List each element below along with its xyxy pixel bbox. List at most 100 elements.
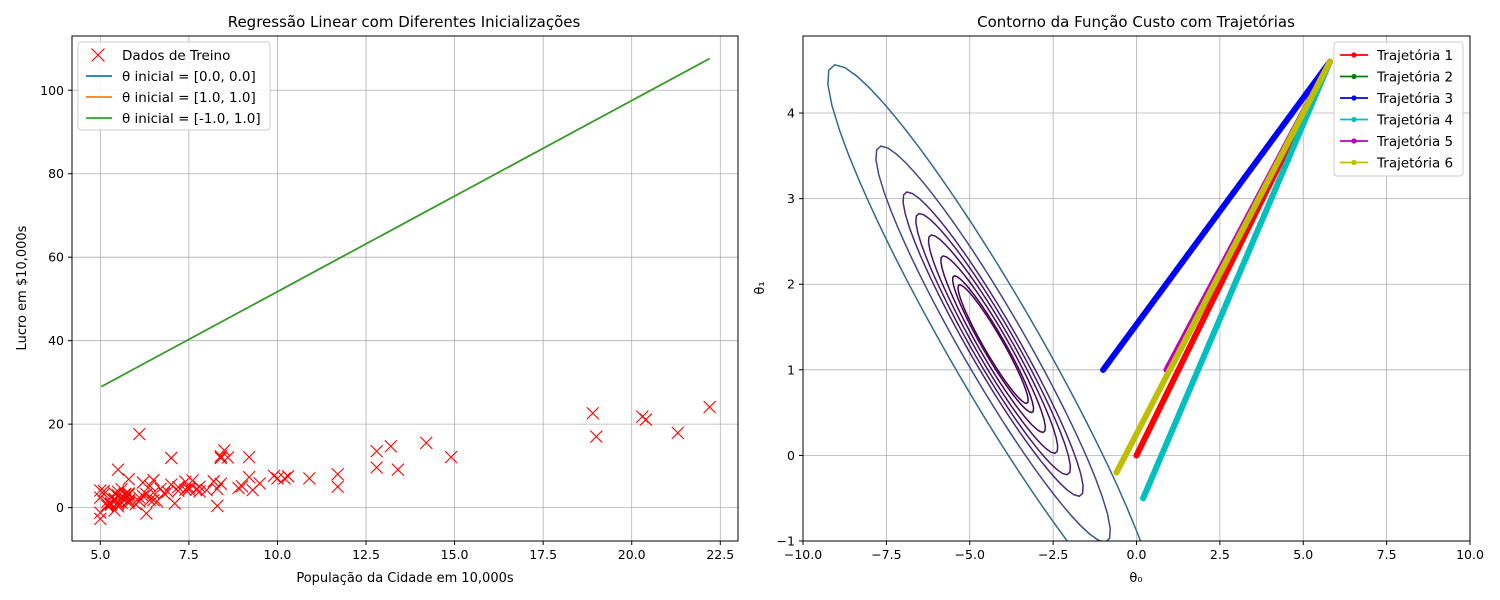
linear-regression-plot: Regressão Linear com Diferentes Iniciali… — [15, 13, 739, 586]
left-legend: Dados de Treino θ inicial = [0.0, 0.0] θ i… — [77, 41, 271, 131]
trajectory-point — [1140, 418, 1147, 425]
trajectory-point — [1151, 297, 1158, 304]
trajectory-point — [1253, 158, 1260, 165]
data-point-marker — [143, 479, 157, 493]
legend-marker-x — [91, 48, 105, 62]
trajectory-point — [1220, 264, 1227, 271]
left-x-tick-label: 5.0 — [90, 547, 110, 562]
regression-line — [101, 57, 711, 388]
trajectory-point — [1179, 258, 1186, 265]
trajectory-point — [1193, 315, 1200, 322]
contour-level-line — [902, 191, 1084, 498]
contour-level-line — [951, 274, 1035, 414]
trajectory-point — [1236, 181, 1243, 188]
data-point-marker — [101, 499, 114, 513]
trajectory-point — [1182, 396, 1189, 403]
trajectory-point — [1209, 284, 1216, 291]
data-point-marker — [168, 497, 182, 510]
data-point-marker — [210, 482, 224, 496]
trajectory-point — [1281, 120, 1288, 127]
trajectory-point — [1241, 174, 1248, 181]
data-point-marker — [267, 469, 281, 483]
trajectory-point — [1233, 276, 1240, 283]
left-y-tick-label: 60 — [48, 250, 64, 265]
trajectory-point — [1238, 266, 1245, 273]
data-point-marker — [242, 450, 256, 464]
trajectory-point — [1230, 189, 1237, 196]
trajectory-point — [1252, 233, 1259, 240]
cost-contour-plot: Contorno da Função Custo com Trajetórias… — [753, 13, 1484, 586]
trajectory-point — [1264, 143, 1271, 150]
data-point-marker — [101, 495, 114, 509]
trajectory-point — [1266, 200, 1273, 207]
left-legend-box — [77, 41, 271, 131]
data-point-marker — [132, 491, 146, 504]
trajectory-point — [1236, 233, 1243, 240]
trajectory-point — [1173, 266, 1180, 273]
data-point-marker — [171, 480, 185, 494]
data-point-marker — [140, 487, 153, 501]
right-x-ticks: −10.0 −7.5 −5.0 −2.5 0.0 2.5 5.0 7.5 10.0 — [784, 541, 1484, 562]
trajectory-point — [1191, 334, 1198, 341]
trajectory-point — [1247, 166, 1254, 173]
right-trajectory-layer — [1100, 58, 1333, 502]
trajectory-point — [1191, 375, 1198, 382]
right-y-tick-label: 0 — [787, 448, 795, 463]
data-point-marker — [122, 488, 136, 502]
trajectory-point — [1177, 346, 1184, 353]
right-x-tick-label: −7.5 — [871, 547, 901, 562]
trajectory-point — [1186, 386, 1193, 393]
data-point-marker — [207, 474, 221, 488]
trajectory-point — [1294, 135, 1301, 142]
trajectory-point — [1143, 432, 1150, 439]
trajectory-point — [1185, 251, 1192, 258]
trajectory-point — [1225, 253, 1232, 260]
data-point-marker — [136, 489, 150, 503]
trajectory-point — [1270, 135, 1277, 142]
data-point-marker — [129, 497, 143, 511]
trajectory-point — [1167, 383, 1174, 390]
data-point-marker — [147, 493, 160, 507]
data-point-marker — [93, 484, 107, 497]
trajectory-point — [1139, 312, 1146, 319]
trajectory-point — [1275, 178, 1282, 185]
left-x-tick-label: 17.5 — [529, 547, 557, 562]
trajectory-point — [1268, 171, 1275, 178]
trajectory-point — [1213, 212, 1220, 219]
data-point-marker — [132, 427, 146, 441]
data-point-marker — [122, 493, 136, 507]
right-chart-title: Contorno da Função Custo com Trajetórias — [977, 13, 1295, 31]
data-point-marker — [115, 482, 128, 496]
right-x-axis-label: θ₀ — [1129, 571, 1142, 586]
trajectory-point — [1158, 451, 1165, 458]
legend-label: Trajetória 2 — [1376, 70, 1453, 86]
trajectory-point — [1280, 167, 1287, 174]
trajectory-point — [1224, 298, 1231, 305]
trajectory-point — [1230, 243, 1237, 250]
trajectory-point — [1162, 393, 1169, 400]
trajectory-point — [1220, 275, 1227, 282]
data-point-marker — [111, 463, 125, 477]
left-y-tick-label: 80 — [48, 166, 64, 181]
trajectory-point — [1257, 192, 1264, 199]
data-point-marker — [193, 484, 206, 498]
data-point-marker — [171, 484, 185, 498]
trajectory-point — [1177, 363, 1184, 370]
trajectory-point — [1156, 387, 1163, 394]
data-point-marker — [391, 463, 405, 477]
data-point-marker — [164, 478, 178, 492]
left-x-axis-label: População da Cidade em 10,000s — [296, 571, 514, 586]
left-y-ticks: 0 20 40 60 80 100 — [40, 83, 72, 515]
trajectory-point — [1133, 452, 1140, 459]
trajectory-point — [1172, 418, 1179, 425]
trajectory-point — [1118, 459, 1125, 466]
data-point-marker — [444, 450, 458, 464]
data-point-marker — [101, 498, 114, 512]
legend-label: θ inicial = [1.0, 1.0] — [122, 90, 256, 106]
trajectory-series — [1113, 58, 1333, 476]
trajectory-point — [1128, 328, 1135, 335]
trajectory-point — [1242, 255, 1249, 262]
trajectory-point — [1202, 228, 1209, 235]
legend-label: Trajetória 4 — [1376, 113, 1453, 129]
trajectory-point — [1270, 189, 1277, 196]
